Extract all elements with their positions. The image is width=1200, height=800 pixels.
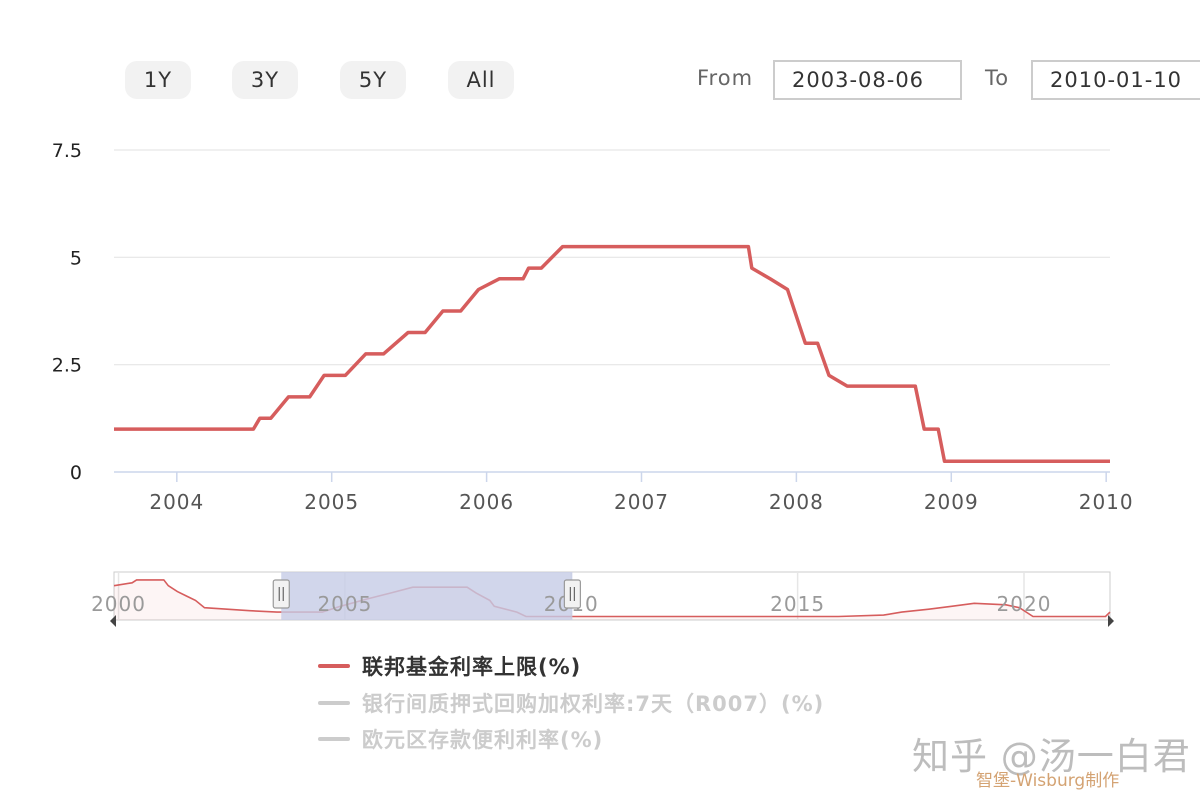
navigator-selection[interactable] bbox=[281, 572, 573, 620]
x-tick-label: 2007 bbox=[614, 490, 669, 514]
from-date-input[interactable] bbox=[773, 60, 962, 100]
legend-item-r007[interactable]: 银行间质押式回购加权利率:7天（R007）(%) bbox=[318, 688, 824, 718]
range-all-button[interactable]: All bbox=[448, 61, 514, 99]
scroll-right-arrow-icon[interactable] bbox=[1108, 615, 1114, 627]
navigator-right-handle[interactable] bbox=[563, 579, 581, 609]
grid-lines bbox=[114, 149, 1110, 473]
legend-label-euro: 欧元区存款便利利率(%) bbox=[362, 728, 604, 752]
range-1y-button[interactable]: 1Y bbox=[125, 61, 191, 99]
y-tick-label: 0 bbox=[70, 462, 82, 484]
x-axis: 2004 2005 2006 2007 2008 2009 2010 bbox=[149, 472, 1133, 514]
y-tick-label: 7.5 bbox=[52, 140, 82, 162]
legend-label-fed: 联邦基金利率上限(%) bbox=[362, 655, 582, 679]
x-tick-label: 2009 bbox=[924, 490, 979, 514]
to-label: To bbox=[985, 66, 1010, 90]
x-tick-label: 2005 bbox=[304, 490, 359, 514]
wisburg-credit: 智堡-Wisburg制作 bbox=[976, 771, 1120, 791]
legend-item-euro-deposit[interactable]: 欧元区存款便利利率(%) bbox=[318, 724, 603, 754]
navigator-left-handle[interactable] bbox=[272, 579, 290, 609]
x-tick-label: 2006 bbox=[459, 490, 514, 514]
handle-grip[interactable] bbox=[272, 579, 290, 609]
y-tick-label: 5 bbox=[70, 247, 82, 269]
x-tick-label: 2010 bbox=[1079, 490, 1134, 514]
scroll-left-arrow-icon[interactable] bbox=[110, 615, 116, 627]
zhihu-watermark: 知乎 @汤一白君 bbox=[912, 735, 1191, 778]
navigator-tick-label: 2005 bbox=[317, 592, 372, 616]
legend-swatch-fed bbox=[318, 664, 350, 668]
y-axis: 0 2.5 5 7.5 bbox=[52, 140, 82, 484]
navigator[interactable]: 20002005201020152020 bbox=[91, 571, 1114, 627]
x-tick-label: 2004 bbox=[149, 490, 204, 514]
legend-label-r007: 银行间质押式回购加权利率:7天（R007）(%) bbox=[362, 692, 825, 716]
legend-swatch-euro bbox=[318, 737, 350, 741]
y-tick-label: 2.5 bbox=[52, 355, 82, 377]
navigator-x-axis: 20002005201020152020 bbox=[91, 592, 1052, 616]
from-label: From bbox=[697, 66, 754, 90]
navigator-tick-label: 2020 bbox=[997, 592, 1052, 616]
to-date-input[interactable] bbox=[1031, 60, 1200, 100]
range-5y-button[interactable]: 5Y bbox=[340, 61, 406, 99]
legend-swatch-r007 bbox=[318, 701, 350, 705]
fed-funds-upper-line bbox=[114, 244, 1110, 464]
range-3y-button[interactable]: 3Y bbox=[232, 61, 298, 99]
handle-grip[interactable] bbox=[563, 579, 581, 609]
legend-item-fed-funds[interactable]: 联邦基金利率上限(%) bbox=[318, 651, 581, 681]
navigator-tick-label: 2000 bbox=[91, 592, 146, 616]
navigator-tick-label: 2015 bbox=[770, 592, 825, 616]
x-tick-label: 2008 bbox=[769, 490, 824, 514]
